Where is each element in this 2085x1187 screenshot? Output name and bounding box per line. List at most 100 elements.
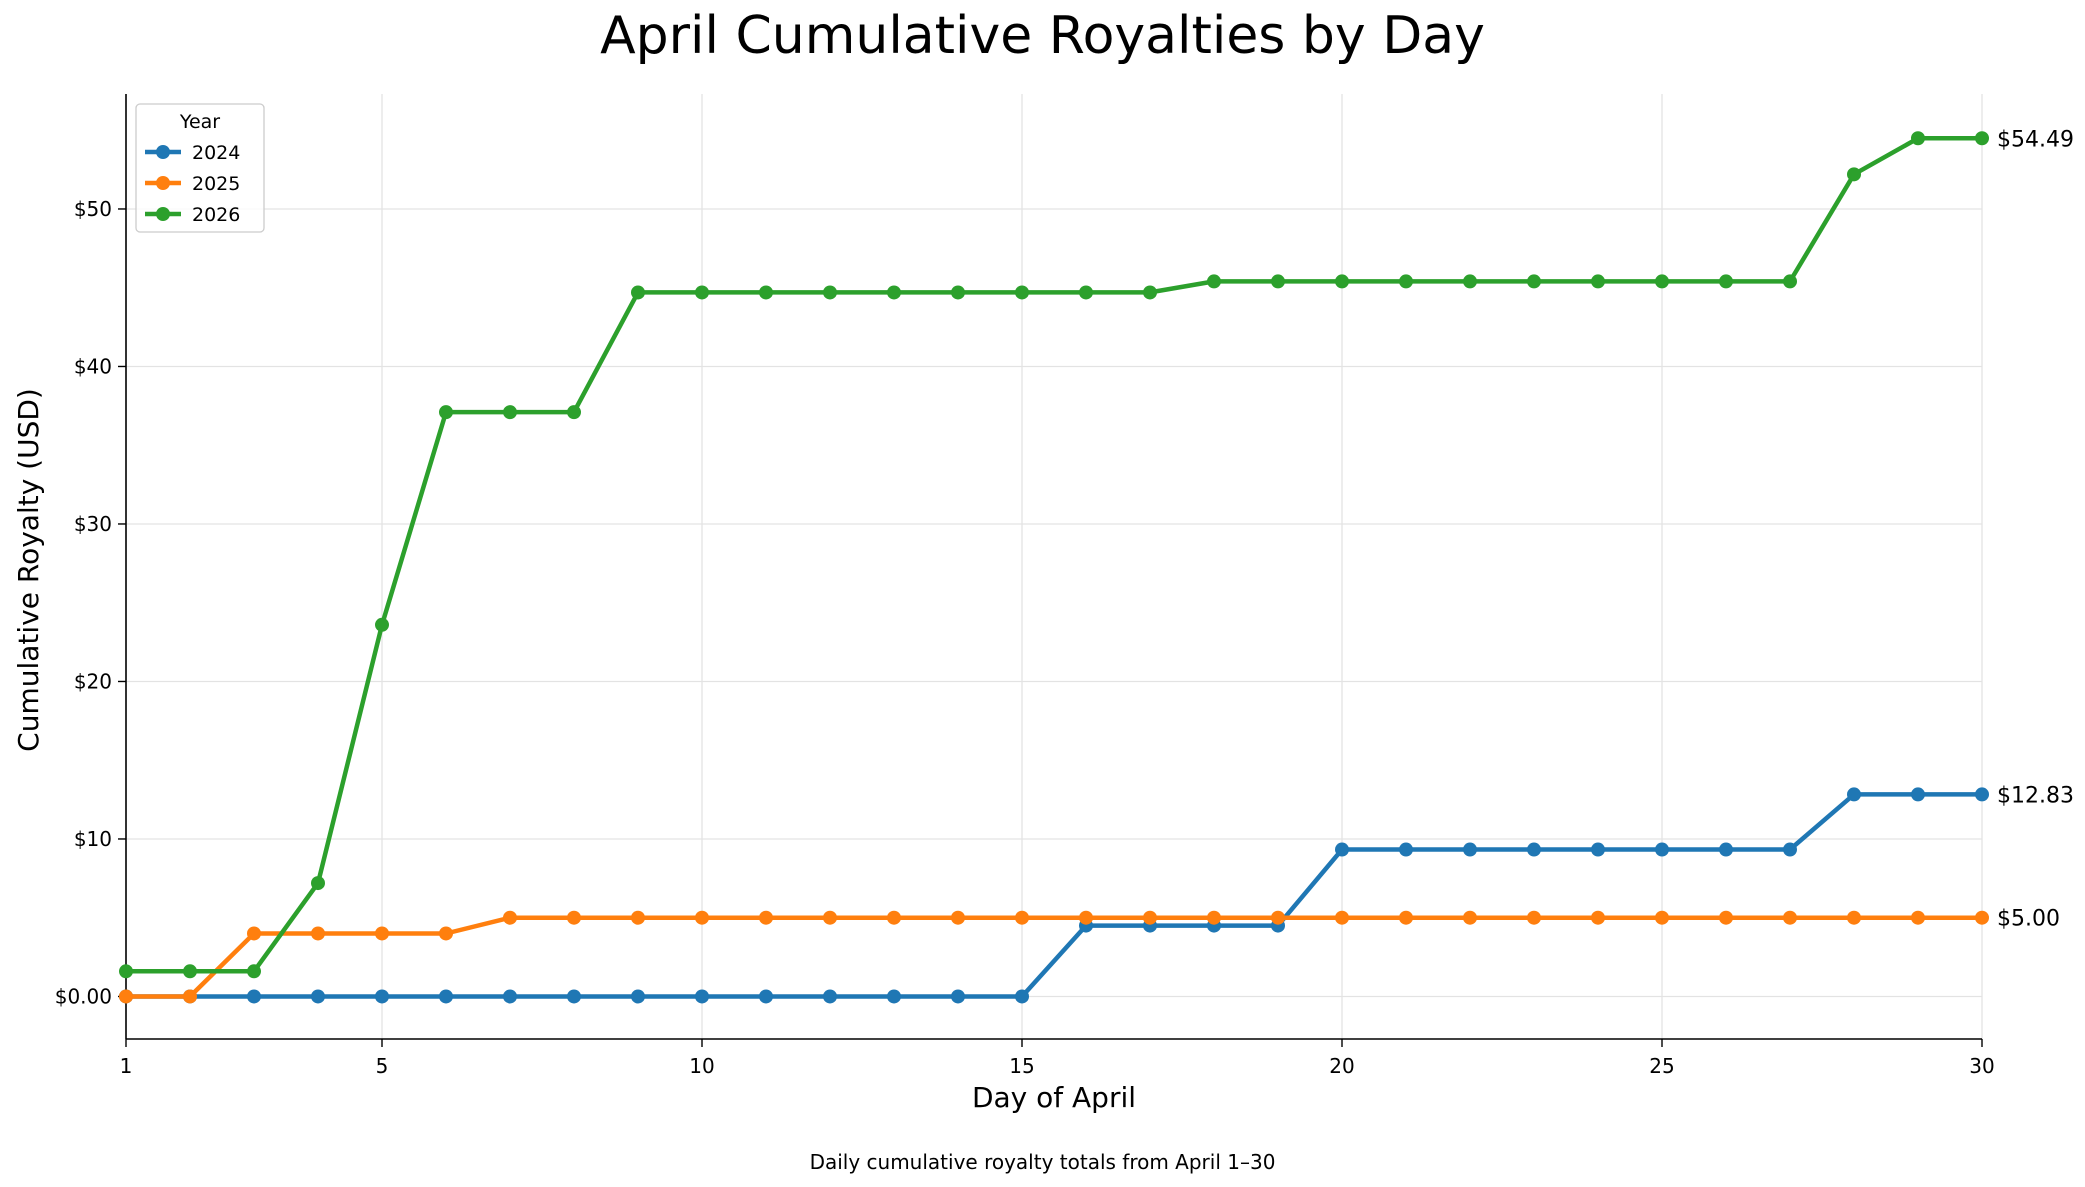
data-point-2026 <box>951 285 965 300</box>
legend-swatch-marker <box>156 176 170 190</box>
data-point-2024 <box>887 989 901 1004</box>
x-tick-label: 15 <box>1009 1054 1034 1078</box>
grid-lines <box>125 94 1983 1039</box>
data-point-2024 <box>759 989 773 1004</box>
data-point-2024 <box>951 989 965 1004</box>
data-point-2025 <box>1719 910 1733 925</box>
data-point-2024 <box>631 989 645 1004</box>
x-tick-label: 1 <box>120 1054 133 1078</box>
legend: Year 2024 2025 2026 <box>135 103 265 233</box>
end-label-2025: $5.00 <box>1997 907 2060 932</box>
data-point-2024 <box>1335 842 1349 857</box>
data-point-2024 <box>823 989 837 1004</box>
data-point-2025 <box>951 910 965 925</box>
x-tick-label: 25 <box>1649 1054 1674 1078</box>
data-point-2025 <box>759 910 773 925</box>
data-point-2026 <box>1719 274 1733 289</box>
x-tick-label: 20 <box>1329 1054 1354 1078</box>
data-point-2025 <box>1143 910 1157 925</box>
data-point-2025 <box>311 926 325 941</box>
series-line-2026 <box>123 136 1985 974</box>
data-point-2026 <box>503 405 517 420</box>
data-point-2024 <box>1591 842 1605 857</box>
data-point-2026 <box>1783 274 1797 289</box>
data-point-2026 <box>1463 274 1477 289</box>
data-point-2024 <box>1015 989 1029 1004</box>
x-axis-label: Day of April <box>972 1081 1136 1114</box>
data-point-2026 <box>1271 274 1285 289</box>
data-point-2026 <box>1911 131 1925 146</box>
data-point-2026 <box>1527 274 1541 289</box>
data-point-2026 <box>1655 274 1669 289</box>
data-point-2024 <box>439 989 453 1004</box>
data-point-2026 <box>1207 274 1221 289</box>
end-label-2026: $54.49 <box>1997 127 2074 152</box>
data-point-2024 <box>247 989 261 1004</box>
y-tick-label: $10 <box>74 827 112 851</box>
data-point-2026 <box>1975 131 1989 146</box>
data-point-2026 <box>759 285 773 300</box>
y-tick-label: $50 <box>74 197 112 221</box>
data-point-2026 <box>311 876 325 891</box>
data-point-2025 <box>887 910 901 925</box>
data-point-2025 <box>1527 910 1541 925</box>
end-label-2024: $12.83 <box>1997 783 2074 808</box>
data-point-2024 <box>1847 787 1861 802</box>
data-point-2024 <box>567 989 581 1004</box>
data-point-2026 <box>631 285 645 300</box>
data-point-2026 <box>1335 274 1349 289</box>
data-point-2025 <box>1591 910 1605 925</box>
legend-title: Year <box>179 111 220 133</box>
data-point-2025 <box>1399 910 1413 925</box>
data-point-2024 <box>1655 842 1669 857</box>
data-point-2025 <box>1975 910 1989 925</box>
y-tick-label: $20 <box>74 669 112 693</box>
legend-swatch-marker <box>156 145 170 159</box>
data-point-2024 <box>1527 842 1541 857</box>
data-point-2025 <box>1015 910 1029 925</box>
data-point-2026 <box>247 964 261 979</box>
data-point-2026 <box>1847 167 1861 182</box>
data-point-2026 <box>1143 285 1157 300</box>
series-lines <box>119 131 1989 1004</box>
data-point-2026 <box>1591 274 1605 289</box>
data-point-2024 <box>503 989 517 1004</box>
data-point-2025 <box>247 926 261 941</box>
data-point-2026 <box>823 285 837 300</box>
data-point-2026 <box>439 405 453 420</box>
data-point-2026 <box>1079 285 1093 300</box>
legend-swatch-marker <box>156 207 170 221</box>
y-tick-label: $30 <box>74 512 112 536</box>
data-point-2024 <box>1911 787 1925 802</box>
data-point-2025 <box>375 926 389 941</box>
data-point-2024 <box>375 989 389 1004</box>
data-point-2025 <box>695 910 709 925</box>
data-point-2025 <box>1783 910 1797 925</box>
y-axis-label: Cumulative Royalty (USD) <box>12 388 45 752</box>
data-point-2024 <box>1399 842 1413 857</box>
data-point-2024 <box>1463 842 1477 857</box>
data-point-2026 <box>119 964 133 979</box>
data-point-2025 <box>1463 910 1477 925</box>
x-tick-label: 30 <box>1969 1054 1994 1078</box>
legend-box <box>135 103 265 233</box>
y-tick-label: $40 <box>74 354 112 378</box>
legend-label: 2026 <box>192 204 240 226</box>
data-point-2026 <box>375 617 389 632</box>
data-point-2025 <box>1847 910 1861 925</box>
legend-label: 2024 <box>192 142 240 164</box>
x-tick-label: 10 <box>689 1054 714 1078</box>
data-point-2025 <box>1335 910 1349 925</box>
y-tick-label: $0.00 <box>55 984 112 1008</box>
data-point-2025 <box>439 926 453 941</box>
data-point-2024 <box>1783 842 1797 857</box>
data-point-2024 <box>1719 842 1733 857</box>
data-point-2025 <box>1655 910 1669 925</box>
data-point-2026 <box>695 285 709 300</box>
series-line-2025 <box>123 915 1985 999</box>
data-point-2024 <box>311 989 325 1004</box>
data-point-2026 <box>567 405 581 420</box>
data-point-2026 <box>887 285 901 300</box>
data-point-2025 <box>1079 910 1093 925</box>
